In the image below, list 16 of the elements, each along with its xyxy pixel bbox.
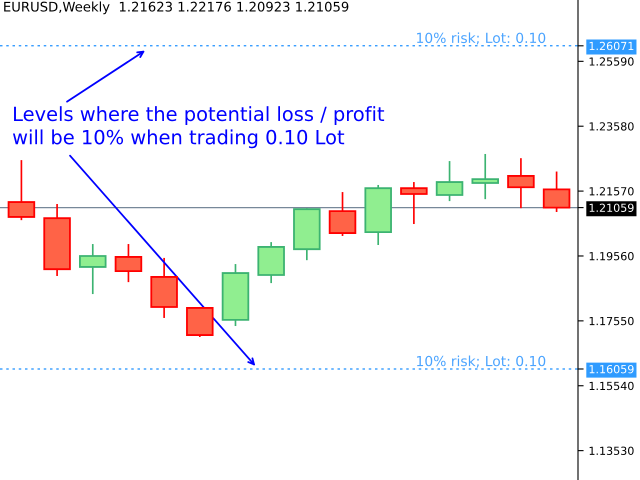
annotation: 10% risk; Lot: 0.10 — [417, 356, 546, 368]
y-tick-label: 1.13530 — [590, 446, 634, 456]
y-tick-label: 1.17550 — [590, 316, 634, 326]
annotation: 10% risk; Lot: 0.10 — [417, 32, 546, 45]
y-tick-label: 1.21059 — [590, 204, 634, 212]
y-tick-label: 1.21570 — [590, 187, 634, 196]
y-tick-label: 1.23580 — [590, 122, 634, 131]
y-tick-label: 1.15540 — [590, 382, 634, 390]
candlestick — [471, 153, 499, 200]
y-tick-label: 1.16059 — [590, 364, 634, 374]
chart-title: EURUSD,Weekly 1.21623 1.22176 1.20923 1.21059 — [4, 1, 348, 14]
y-tick-label: 1.26071 — [590, 42, 634, 50]
candlestick — [400, 181, 428, 225]
annotation: Levels where the potential loss / profit will be 10% when trading 0.10 Lot — [12, 106, 384, 148]
y-tick-label: 1.19560 — [590, 252, 634, 260]
y-tick-label: 1.25590 — [590, 57, 634, 66]
